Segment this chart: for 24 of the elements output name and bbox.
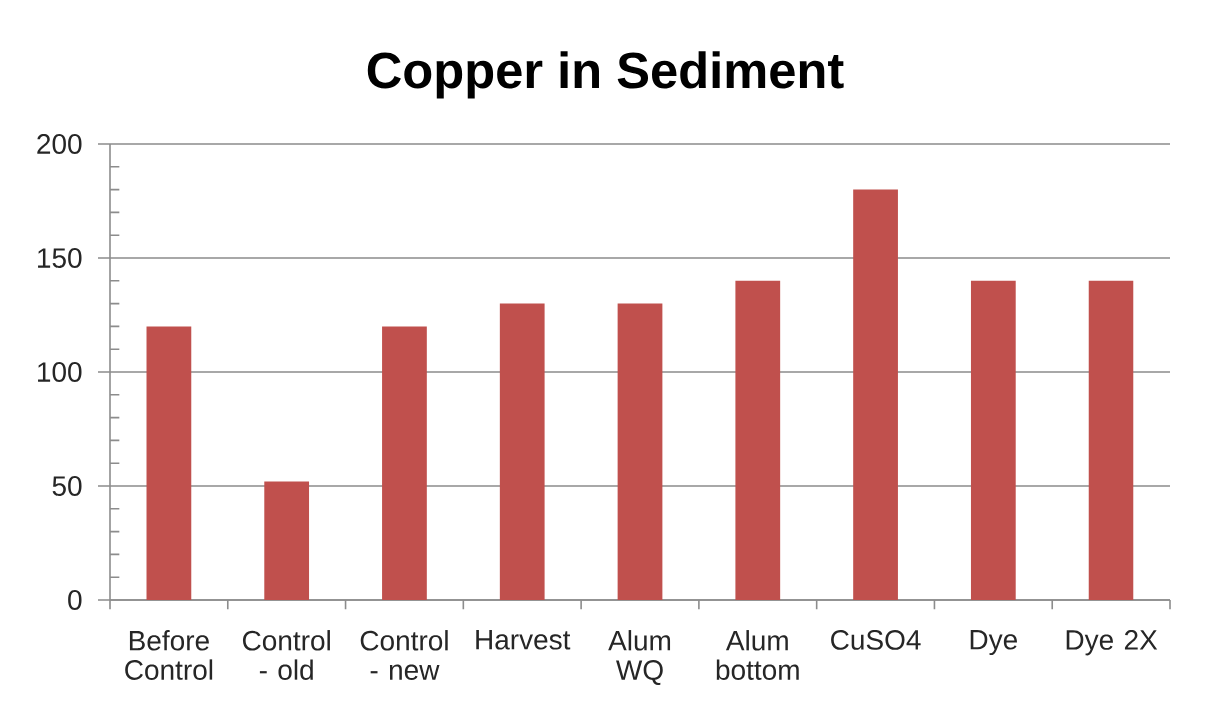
- bar: [853, 189, 898, 600]
- bar: [499, 303, 545, 600]
- bar: [146, 326, 192, 600]
- x-tick-label: Before Control: [125, 630, 213, 680]
- y-tick-label: 0: [68, 590, 82, 610]
- y-tick-label: 50: [52, 476, 82, 496]
- x-tick-label: Alum bottom: [716, 630, 799, 680]
- x-tick-label: Control - new: [360, 630, 448, 680]
- x-tick-label: Dye: [970, 630, 1017, 656]
- y-tick-label: 100: [38, 362, 82, 382]
- y-tick-label: 150: [38, 248, 82, 268]
- bar: [1088, 280, 1134, 600]
- x-tick-label: Dye 2X: [1066, 630, 1158, 656]
- bar: [264, 481, 310, 600]
- chart-title: Copper in Sediment: [367, 51, 844, 99]
- x-tick-label: Harvest: [476, 630, 571, 650]
- bar: [382, 326, 427, 600]
- y-tick-label: 200: [37, 134, 82, 154]
- bar: [970, 280, 1016, 600]
- bar: [735, 280, 781, 600]
- x-tick-label: Alum WQ: [608, 630, 671, 685]
- x-tick-label: Control - old: [242, 630, 330, 680]
- x-tick-label: CuSO4: [831, 630, 921, 650]
- bar: [617, 303, 663, 600]
